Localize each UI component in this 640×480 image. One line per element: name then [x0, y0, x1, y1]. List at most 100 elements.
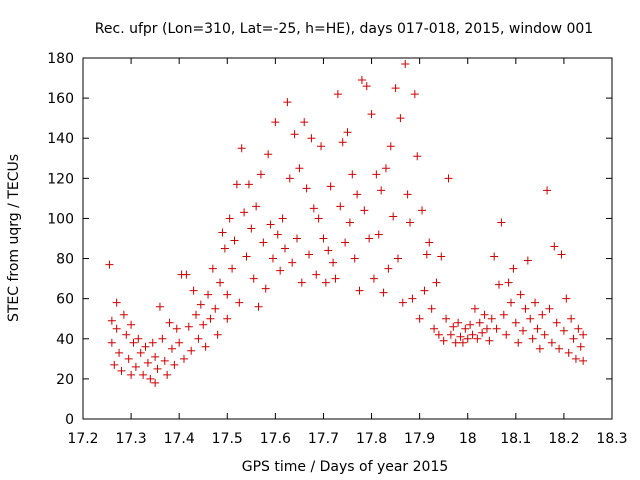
data-point: [579, 330, 588, 339]
data-point: [574, 324, 583, 333]
data-point: [295, 164, 304, 173]
y-tick-label: 80: [56, 252, 74, 268]
data-point: [266, 220, 275, 229]
data-point: [117, 366, 126, 375]
data-point: [163, 370, 172, 379]
data-point: [283, 98, 292, 107]
data-point: [199, 320, 208, 329]
data-point: [533, 324, 542, 333]
data-point: [523, 256, 532, 265]
data-point: [372, 170, 381, 179]
x-tick-label: 18: [459, 431, 477, 447]
data-point: [490, 252, 499, 261]
data-point: [187, 346, 196, 355]
plot-frame: [82, 57, 613, 420]
data-point: [470, 304, 479, 313]
y-tick-label: 40: [56, 332, 74, 348]
data-point: [353, 190, 362, 199]
data-point: [309, 204, 318, 213]
data-point: [519, 326, 528, 335]
data-point: [418, 206, 427, 215]
data-point: [201, 342, 210, 351]
data-point: [480, 310, 489, 319]
x-tick-label: 18.1: [500, 431, 531, 447]
x-tick-label: 17.7: [308, 431, 339, 447]
data-point: [305, 250, 314, 259]
data-point: [564, 348, 573, 357]
data-point: [507, 298, 516, 307]
data-point: [151, 378, 160, 387]
data-point: [194, 334, 203, 343]
data-point: [107, 338, 116, 347]
data-point: [521, 304, 530, 313]
data-point: [146, 374, 155, 383]
data-point: [492, 324, 501, 333]
data-point: [302, 184, 311, 193]
data-point: [208, 264, 217, 273]
data-point: [307, 134, 316, 143]
data-point: [223, 290, 232, 299]
data-point: [389, 212, 398, 221]
data-point: [240, 208, 249, 217]
x-tick-label: 17.2: [67, 431, 98, 447]
data-point: [569, 334, 578, 343]
y-tick-label: 160: [47, 91, 74, 107]
data-point: [365, 234, 374, 243]
data-point: [182, 270, 191, 279]
data-point: [179, 354, 188, 363]
data-point: [213, 330, 222, 339]
data-point: [478, 328, 487, 337]
data-point: [449, 322, 458, 331]
data-point: [482, 324, 491, 333]
data-point: [559, 326, 568, 335]
data-point: [579, 356, 588, 365]
data-point: [136, 348, 145, 357]
data-point: [288, 258, 297, 267]
data-point: [552, 318, 561, 327]
data-point: [261, 284, 270, 293]
data-point: [408, 294, 417, 303]
data-point: [461, 324, 470, 333]
data-point: [110, 360, 119, 369]
data-point: [139, 370, 148, 379]
data-point: [148, 338, 157, 347]
data-point: [228, 264, 237, 273]
data-point: [314, 214, 323, 223]
data-point: [244, 180, 253, 189]
data-point: [526, 314, 535, 323]
data-point: [454, 318, 463, 327]
data-point: [555, 344, 564, 353]
data-point: [300, 118, 309, 127]
data-point: [143, 358, 152, 367]
data-point: [437, 252, 446, 261]
data-point: [475, 318, 484, 327]
data-point: [331, 274, 340, 283]
data-point: [379, 288, 388, 297]
x-tick-label: 17.5: [212, 431, 243, 447]
data-point: [396, 114, 405, 123]
data-point: [391, 84, 400, 93]
data-point: [514, 338, 523, 347]
data-point: [360, 206, 369, 215]
data-point: [127, 370, 136, 379]
data-point: [107, 316, 116, 325]
data-point: [317, 142, 326, 151]
data-point: [293, 234, 302, 243]
data-point: [175, 338, 184, 347]
data-point: [326, 182, 335, 191]
data-point: [112, 298, 121, 307]
data-point: [468, 330, 477, 339]
x-axis: 17.2 17.3 17.4 17.5 17.6 17.7 17.8 17.9 18 18.1 18…: [67, 58, 628, 447]
data-point: [206, 314, 215, 323]
data-point: [141, 342, 150, 351]
y-axis: 0 20 40 60 80 100 120 140 160 180: [47, 51, 612, 428]
data-point: [446, 330, 455, 339]
data-point: [290, 130, 299, 139]
data-point: [516, 290, 525, 299]
data-point: [439, 336, 448, 345]
data-point: [273, 230, 282, 239]
data-point: [170, 360, 179, 369]
data-point: [271, 118, 280, 127]
data-point: [497, 218, 506, 227]
